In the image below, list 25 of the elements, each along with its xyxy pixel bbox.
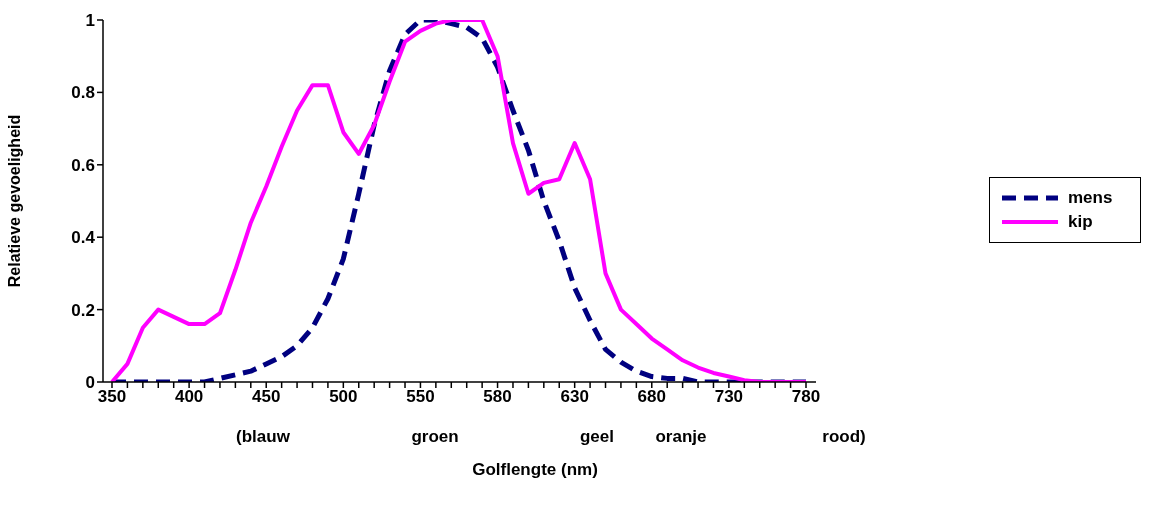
y-axis-title: Relatieve gevoeligheid bbox=[5, 114, 23, 288]
x-tick-label: 680 bbox=[637, 387, 666, 407]
text: oranje bbox=[655, 427, 707, 447]
x-tick-label: 730 bbox=[714, 387, 744, 407]
x-tick-label: 780 bbox=[791, 387, 821, 407]
x-tick-label: 400 bbox=[174, 387, 204, 407]
text: (blauw bbox=[236, 427, 290, 447]
x-tick-label: 550 bbox=[406, 387, 435, 407]
x-tick-label: 580 bbox=[483, 387, 512, 407]
text: rood) bbox=[822, 427, 866, 447]
x-tick-label: 450 bbox=[252, 387, 281, 407]
x-tick-label: 350 bbox=[97, 387, 127, 407]
y-tick-label: 0.8 bbox=[71, 83, 95, 103]
legend-label: mens bbox=[1068, 188, 1113, 208]
y-tick-label: 0.2 bbox=[71, 300, 95, 320]
x-tick-label: 500 bbox=[329, 387, 358, 407]
y-tick-label: 0 bbox=[85, 373, 95, 393]
y-tick-label: 0.6 bbox=[71, 155, 95, 175]
y-tick-label: 1 bbox=[85, 11, 95, 31]
x-axis-title: Golflengte (nm) bbox=[472, 460, 598, 480]
legend-label: kip bbox=[1068, 212, 1093, 232]
text: geel bbox=[579, 427, 615, 447]
y-tick-label: 0.4 bbox=[71, 228, 96, 248]
text: groen bbox=[411, 427, 459, 447]
x-tick-label: 630 bbox=[560, 387, 589, 407]
